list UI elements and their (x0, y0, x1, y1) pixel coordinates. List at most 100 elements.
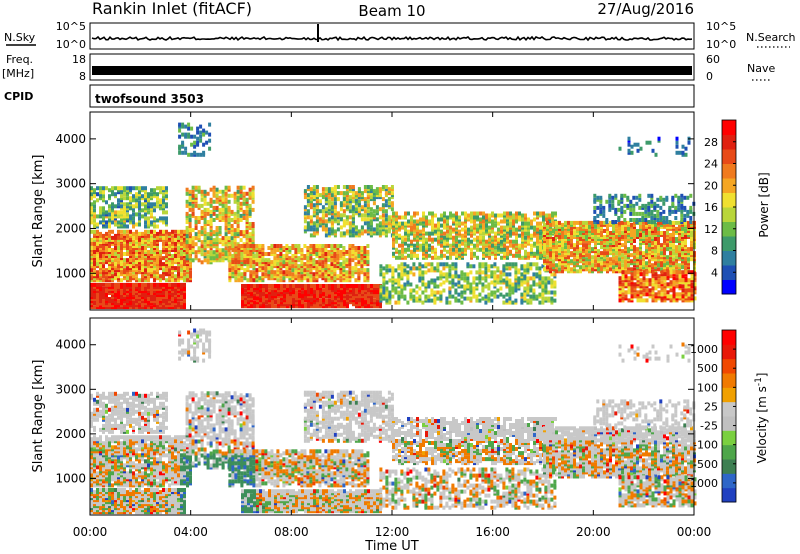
scatter-cell (573, 247, 576, 252)
scatter-cell (512, 219, 515, 224)
scatter-cell (442, 280, 446, 285)
scatter-cell (279, 252, 283, 256)
scatter-cell (502, 294, 506, 299)
scatter-cell (200, 248, 204, 253)
scatter-cell (271, 298, 274, 303)
scatter-cell (126, 270, 129, 275)
scatter-cell (404, 227, 407, 232)
scatter-cell (267, 258, 271, 263)
scatter-cell (123, 222, 126, 227)
scatter-cell (123, 210, 126, 215)
scatter-cell (360, 264, 364, 269)
scatter-cell (564, 220, 567, 225)
scatter-cell (307, 284, 310, 288)
scatter-cell (150, 268, 153, 273)
scatter-cell (541, 292, 545, 297)
scatter-cell (412, 272, 416, 277)
scatter-cell (228, 256, 232, 261)
frequency-strip: Freq. [MHz] 18 8 60 0 Nave (2, 53, 775, 83)
scatter-cell (248, 209, 252, 214)
scatter-cell (533, 233, 536, 238)
scatter-cell (224, 252, 228, 257)
scatter-cell (221, 197, 225, 202)
scatter-cell (291, 264, 295, 269)
scatter-cell (147, 256, 150, 261)
scatter-cell (442, 262, 446, 267)
scatter-cell (413, 243, 416, 248)
scatter-cell (96, 287, 99, 291)
scatter-cell (123, 229, 126, 234)
scatter-cell (419, 233, 422, 238)
scatter-cell (188, 250, 192, 255)
scatter-cell (294, 250, 298, 254)
scatter-cell (464, 243, 467, 248)
scatter-cell (345, 199, 349, 204)
scatter-cell (406, 274, 410, 279)
scatter-cell (545, 213, 548, 218)
scatter-cell (509, 221, 512, 226)
scatter-cell (506, 251, 509, 256)
scatter-cell (454, 266, 458, 271)
scatter-cell (416, 219, 419, 224)
scatter-cell (303, 262, 307, 267)
scatter-cell (227, 242, 231, 247)
scatter-cell (406, 270, 410, 275)
scatter-cell (236, 195, 240, 200)
scatter-cell (458, 215, 461, 220)
scatter-cell (553, 290, 557, 295)
scatter-cell (407, 247, 410, 252)
scatter-cell (419, 243, 422, 248)
scatter-cell (138, 299, 141, 304)
scatter-cell (425, 221, 428, 226)
scatter-cell (150, 202, 153, 207)
scatter-cell (135, 256, 138, 261)
scatter-cell (422, 211, 425, 216)
scatter-cell (233, 191, 237, 196)
scatter-cell (372, 209, 376, 214)
scatter-cell (387, 197, 391, 202)
scatter-cell (303, 189, 307, 194)
scatter-cell (518, 243, 521, 248)
scatter-cell (520, 264, 524, 269)
scatter-cell (485, 221, 488, 226)
scatter-cell (538, 292, 542, 297)
scatter-cell (312, 203, 316, 208)
scatter-cell (375, 209, 379, 214)
scatter-cell (117, 186, 120, 191)
scatter-cell (165, 256, 168, 261)
scatter-cell (403, 262, 407, 267)
scatter-cell (270, 250, 274, 254)
scatter-cell (570, 251, 573, 256)
scatter-cell (552, 243, 555, 248)
scatter-cell (147, 244, 150, 248)
scatter-cell (336, 219, 340, 224)
scatter-cell (253, 286, 256, 291)
scatter-cell (180, 229, 183, 234)
scatter-cell (346, 298, 349, 303)
scatter-cell (120, 198, 123, 203)
scatter-cell (555, 257, 558, 262)
scatter-cell (509, 211, 512, 216)
scatter-cell (242, 209, 246, 214)
scatter-cell (108, 287, 111, 291)
scatter-cell (135, 192, 138, 197)
scatter-cell (427, 280, 431, 285)
scatter-cell (541, 284, 545, 289)
scatter-cell (481, 296, 485, 301)
scatter-cell (255, 268, 259, 273)
scatter-cell (174, 241, 177, 246)
scatter-cell (330, 262, 334, 267)
scatter-cell (183, 299, 186, 304)
scatter-cell (339, 278, 343, 283)
scatter-cell (369, 227, 373, 232)
scatter-cell (90, 237, 93, 242)
scatter-cell (446, 219, 449, 224)
scatter-cell (306, 193, 310, 198)
scatter-cell (404, 247, 407, 252)
scatter-cell (354, 246, 358, 250)
scatter-cell (212, 252, 216, 257)
scatter-cell (245, 216, 249, 220)
scatter-cell (150, 192, 153, 197)
scatter-cell (185, 199, 189, 204)
scatter-cell (550, 272, 554, 277)
